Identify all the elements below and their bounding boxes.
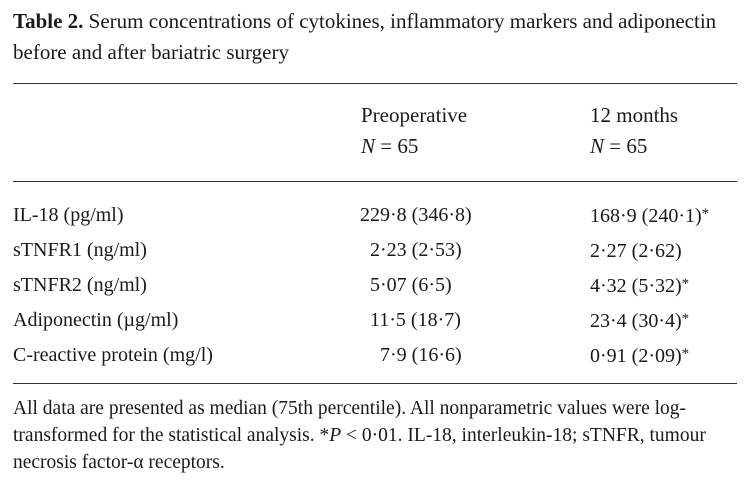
significance-mark: * [681, 346, 690, 362]
bottom-rule [13, 383, 737, 384]
footnote-text-continued: < 0·01. IL-18, interleukin-18; sTNFR, tu… [13, 425, 706, 473]
table-row: Adiponectin (µg/ml) 11·5 (18·7) 23·4 (30·4… [13, 303, 737, 338]
data-table: IL-18 (pg/ml) 229·8 (346·8) 168·9 (240·1)*… [13, 198, 737, 373]
preoperative-value: 11·5 (18·7) [370, 309, 461, 331]
row-label: Adiponectin (µg/ml) [13, 309, 179, 331]
table-title: Serum concentrations of cytokines, infla… [13, 9, 717, 64]
column-title: 12 months [590, 103, 679, 127]
p-symbol: P [329, 425, 342, 446]
preoperative-value: 2·23 (2·53) [370, 239, 462, 261]
sample-size-symbol: N [590, 134, 605, 158]
table-label: Table 2. [13, 9, 84, 33]
sample-size-symbol: N [361, 134, 376, 158]
table-caption: Table 2. Serum concentrations of cytokin… [13, 6, 733, 68]
postoperative-cell: 168·9 (240·1)* [590, 198, 737, 233]
significance-mark: * [681, 276, 690, 292]
postoperative-value: 0·91 (2·09) [590, 345, 682, 367]
table-row: C-reactive protein (mg/l) 7·9 (16·6) 0·91 … [13, 338, 737, 373]
table-footnote: All data are presented as median (75th p… [13, 395, 741, 476]
sample-size-value: = 65 [609, 134, 648, 158]
table-row: sTNFR1 (ng/ml) 2·23 (2·53) 2·27 (2·62) [13, 233, 737, 268]
preoperative-value: 229·8 (346·8) [360, 204, 472, 226]
postoperative-cell: 0·91 (2·09)* [590, 338, 737, 373]
top-rule [13, 83, 737, 84]
row-label: C-reactive protein (mg/l) [13, 344, 213, 366]
postoperative-cell: 23·4 (30·4)* [590, 303, 737, 338]
preoperative-value: 7·9 (16·6) [380, 344, 462, 366]
column-header-preoperative: Preoperative N = 65 [361, 100, 467, 162]
column-header-12-months: 12 months N = 65 [590, 100, 678, 162]
postoperative-value: 4·32 (5·32) [590, 275, 682, 297]
postoperative-value: 23·4 (30·4) [590, 310, 682, 332]
preoperative-cell: 229·8 (346·8) [360, 198, 590, 233]
footnote-text: All data are presented as median (75th p… [13, 398, 687, 446]
postoperative-cell: 4·32 (5·32)* [590, 268, 737, 303]
row-label: IL-18 (pg/ml) [13, 204, 124, 226]
preoperative-cell: 11·5 (18·7) [360, 303, 590, 338]
header-rule [13, 181, 737, 182]
postoperative-value: 2·27 (2·62) [590, 240, 682, 262]
postoperative-value: 168·9 (240·1) [590, 205, 702, 227]
column-title: Preoperative [361, 103, 468, 127]
row-label: sTNFR1 (ng/ml) [13, 239, 147, 261]
table-row: sTNFR2 (ng/ml) 5·07 (6·5) 4·32 (5·32)* [13, 268, 737, 303]
significance-mark: * [681, 311, 690, 327]
significance-mark: * [701, 206, 710, 222]
preoperative-cell: 2·23 (2·53) [360, 233, 590, 268]
postoperative-cell: 2·27 (2·62) [590, 233, 737, 268]
sample-size-value: = 65 [380, 134, 419, 158]
preoperative-value: 5·07 (6·5) [370, 274, 452, 296]
row-label: sTNFR2 (ng/ml) [13, 274, 147, 296]
table-row: IL-18 (pg/ml) 229·8 (346·8) 168·9 (240·1)* [13, 198, 737, 233]
preoperative-cell: 7·9 (16·6) [360, 338, 590, 373]
preoperative-cell: 5·07 (6·5) [360, 268, 590, 303]
